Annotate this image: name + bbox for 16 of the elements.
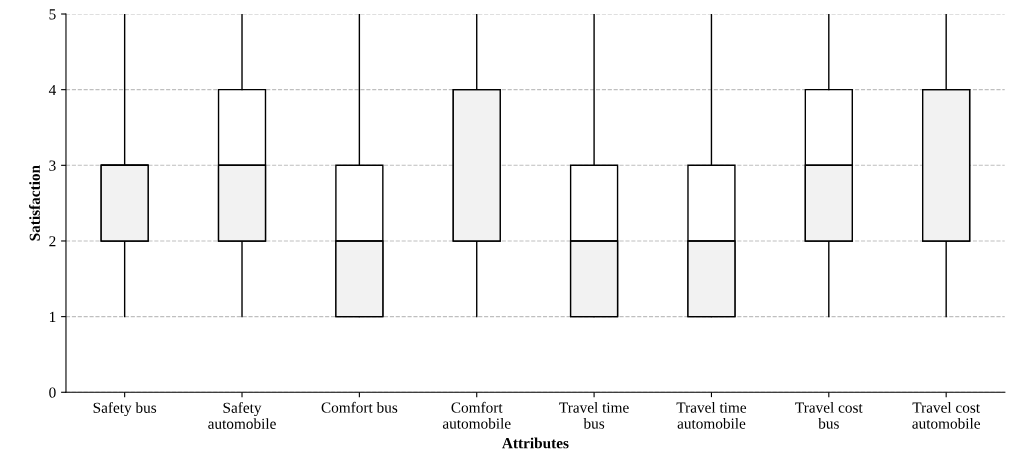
x-tick-label: Safety bus [93,402,157,417]
y-tick-label: 5 [49,9,56,20]
x-axis-title: Attributes [502,437,569,449]
x-tick-label: Travel cost bus [795,402,863,429]
x-tick-label: Comfort automobile [442,401,511,429]
y-axis-title: Satisfaction [29,165,40,241]
x-tick-label: Travel time bus [559,402,629,429]
y-tick-label: 3 [49,160,56,171]
x-tick-label: Travel time automobile [676,402,747,429]
y-tick-label: 1 [49,311,56,322]
x-tick-label: Travel cost automobile [912,402,981,429]
y-tick-label: 4 [48,84,57,95]
y-tick-label: 0 [49,387,56,398]
x-tick-label: Comfort bus [321,401,398,413]
y-tick-label: 2 [49,236,56,247]
x-tick-label: Safety automobile [208,402,276,429]
